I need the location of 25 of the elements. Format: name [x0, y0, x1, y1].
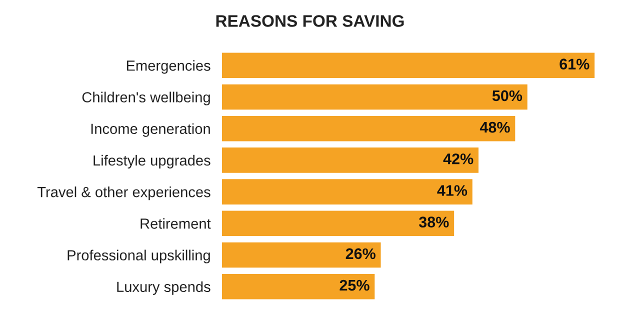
- data-label: 38%: [418, 216, 449, 228]
- bar: [222, 179, 472, 204]
- data-label: 42%: [443, 153, 474, 164]
- data-label: 25%: [340, 280, 370, 291]
- y-tick-label: Lifestyle upgrades: [94, 154, 210, 169]
- chart-title: REASONS FOR SAVING: [216, 15, 404, 27]
- bar: [222, 116, 516, 142]
- y-tick-label: Income generation: [91, 123, 210, 137]
- data-label: 48%: [480, 122, 510, 133]
- bar: [222, 274, 375, 300]
- bar: [222, 210, 454, 236]
- bar: [222, 84, 528, 110]
- data-label: 41%: [437, 185, 468, 196]
- y-tick-label: Professional upskilling: [68, 250, 210, 264]
- y-tick-label: Emergencies: [126, 60, 210, 74]
- data-label: 26%: [346, 248, 376, 260]
- y-tick-label: Travel & other experiences: [37, 186, 210, 200]
- data-label: 61%: [560, 58, 590, 70]
- data-label: 50%: [492, 90, 522, 102]
- bar: [222, 148, 479, 173]
- y-tick-label: Luxury spends: [117, 281, 210, 295]
- bar: [222, 52, 595, 78]
- y-tick-label: Children's wellbeing: [82, 92, 210, 106]
- y-tick-label: Retirement: [140, 218, 211, 229]
- bar: [222, 242, 381, 268]
